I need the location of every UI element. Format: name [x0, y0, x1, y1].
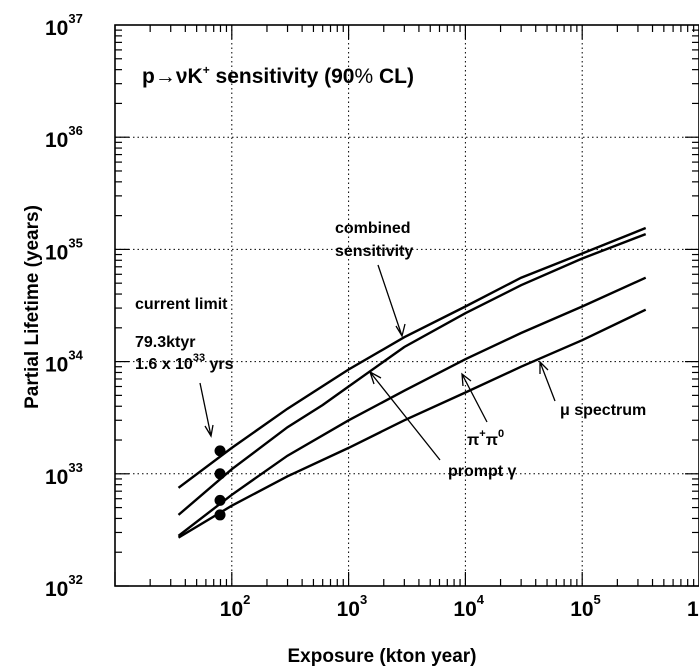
- y-axis-title: Partial Lifetime (years): [22, 205, 43, 409]
- y-tick-labels: 1032 1033 1034 1035 1036 1037: [45, 11, 84, 601]
- x-axis-title: Exposure (kton year): [288, 646, 477, 667]
- x-tick-label: 106: [687, 592, 699, 621]
- limit-arrow: [199, 382, 214, 438]
- pi-pi-line: [177, 276, 647, 537]
- combined-sensitivity-label-line1: combined: [335, 220, 411, 237]
- current-limit-point: [214, 509, 226, 521]
- series-lines: [177, 226, 647, 539]
- current-limit-point: [214, 468, 226, 480]
- data-points: [214, 445, 226, 521]
- x-tick-label: 103: [337, 592, 368, 621]
- y-tick-label: 1034: [45, 348, 84, 377]
- current-limit-label: current limit: [135, 296, 228, 313]
- chart-title: p→νK+ sensitivity (90% CL): [142, 63, 414, 88]
- prompt-gamma-label: prompt γ: [448, 463, 517, 480]
- prompt-gamma-arrow: [368, 370, 441, 461]
- mu-spectrum-arrow: [539, 360, 556, 402]
- y-tick-label: 1036: [45, 123, 83, 152]
- combined-sensitivity-line: [177, 226, 647, 489]
- y-tick-label: 1035: [45, 235, 83, 264]
- limit-exposure-label: 79.3ktyr: [135, 334, 196, 351]
- pi-pi-arrow: [461, 372, 488, 423]
- annotation-arrows: [199, 264, 556, 461]
- x-tick-label: 104: [453, 592, 484, 621]
- combined-arrow: [377, 264, 406, 338]
- x-tick-label: 105: [570, 592, 601, 621]
- y-tick-label: 1033: [45, 460, 83, 489]
- limit-value-label: 1.6 x 1033 yrs: [135, 352, 234, 373]
- prompt-gamma-line: [177, 232, 647, 516]
- plot-frame: [114, 24, 699, 587]
- mu-spectrum-label: μ spectrum: [560, 402, 646, 419]
- y-tick-label: 1032: [45, 572, 83, 601]
- combined-sensitivity-label-line2: sensitivity: [335, 243, 413, 260]
- x-tick-labels: 102 103 104 105 106: [220, 592, 699, 621]
- current-limit-point: [214, 445, 226, 457]
- pi-pi-label: π+π0: [467, 428, 504, 449]
- mu-spectrum-line: [177, 308, 647, 539]
- axis-ticks: [114, 25, 699, 587]
- x-tick-label: 102: [220, 592, 251, 621]
- current-limit-point: [214, 494, 226, 506]
- y-tick-label: 1037: [45, 11, 83, 40]
